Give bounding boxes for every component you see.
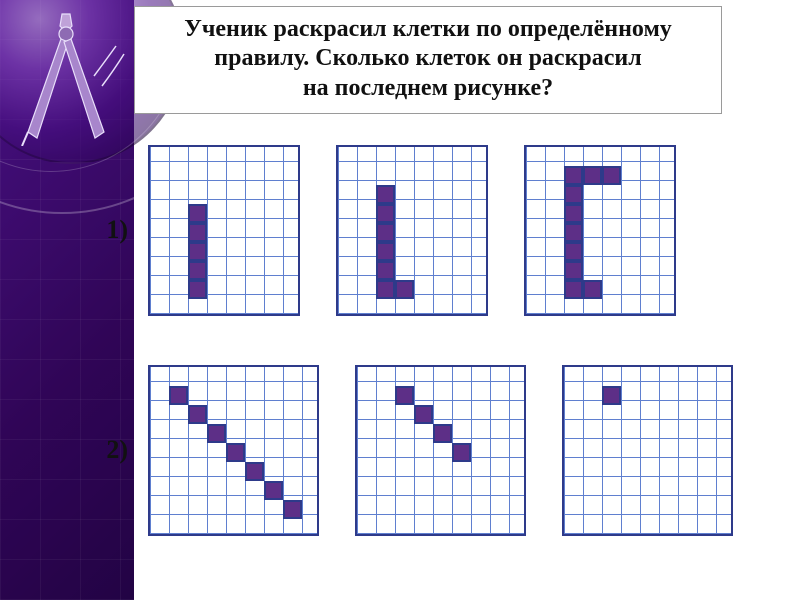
filled-cell [564,242,583,261]
filled-cell [564,204,583,223]
filled-cell [226,443,245,462]
filled-cell [395,280,414,299]
row-2: 2) [134,340,794,560]
filled-cell [169,386,188,405]
row-1-boards [148,145,676,316]
filled-cell [564,261,583,280]
content-area: 1) 2) [134,120,794,594]
filled-cell [376,242,395,261]
filled-cell [433,424,452,443]
filled-cell [264,481,283,500]
filled-cell [376,204,395,223]
filled-cell [188,280,207,299]
filled-cell [564,223,583,242]
filled-cell [245,462,264,481]
filled-cell [376,223,395,242]
filled-cell [283,500,302,519]
row-1: 1) [134,120,794,340]
filled-cell [188,242,207,261]
grid-board [148,365,319,536]
grid-board [562,365,733,536]
filled-cell [564,280,583,299]
filled-cell [564,166,583,185]
filled-cell [452,443,471,462]
filled-cell [414,405,433,424]
filled-cell [188,261,207,280]
filled-cell [376,280,395,299]
title-line-3: на последнем рисунке? [303,75,553,101]
grid-board [336,145,488,316]
title-box: Ученик раскрасил клетки по определённому… [134,6,722,114]
row-1-label: 1) [18,215,128,245]
title-line-2: правилу. Сколько клеток он раскрасил [214,45,641,71]
compass-icon [6,6,126,146]
filled-cell [188,204,207,223]
filled-cell [602,166,621,185]
grid-board [524,145,676,316]
filled-cell [395,386,414,405]
filled-cell [376,261,395,280]
filled-cell [376,185,395,204]
row-2-boards [148,365,733,536]
grid-board [148,145,300,316]
filled-cell [583,280,602,299]
filled-cell [207,424,226,443]
title-line-1: Ученик раскрасил клетки по определённому [184,16,672,42]
filled-cell [564,185,583,204]
filled-cell [188,223,207,242]
filled-cell [583,166,602,185]
row-2-label: 2) [18,435,128,465]
slide-root: Ученик раскрасил клетки по определённому… [0,0,800,600]
left-decorative-band [0,0,134,600]
filled-cell [602,386,621,405]
filled-cell [188,405,207,424]
grid-board [355,365,526,536]
